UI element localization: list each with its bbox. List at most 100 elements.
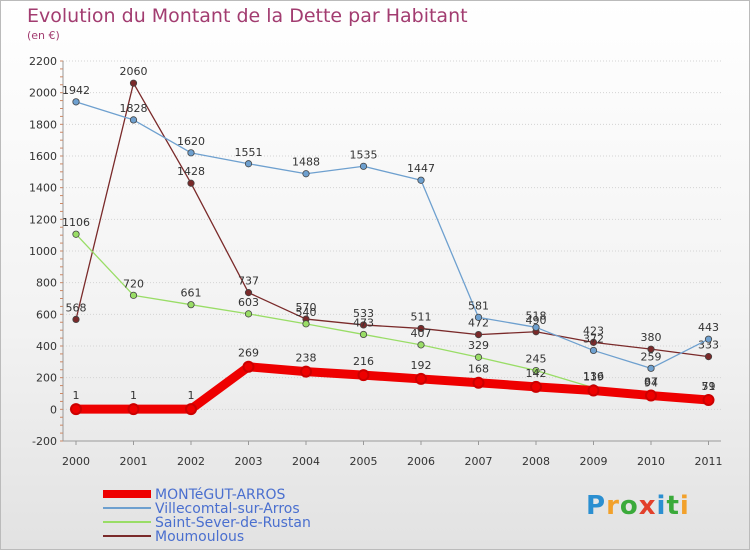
data-point	[647, 364, 655, 372]
data-label: 737	[238, 275, 259, 288]
data-label: 1	[130, 389, 137, 402]
y-tick-label: 1000	[29, 245, 57, 258]
logo-letter: P	[586, 491, 607, 521]
x-tick-label: 2005	[350, 455, 378, 468]
data-label: 94	[644, 376, 658, 389]
legend-label: Saint-Sever-de-Rustan	[155, 515, 311, 531]
x-tick-label: 2004	[292, 455, 320, 468]
data-label: 603	[238, 296, 259, 309]
data-label: 1	[73, 389, 80, 402]
chart-subtitle: (en €)	[27, 29, 60, 42]
data-point	[589, 338, 598, 346]
data-point	[300, 365, 312, 378]
logo-letter: o	[619, 491, 639, 521]
y-tick-label: 600	[36, 308, 57, 321]
data-label: 423	[583, 324, 604, 337]
data-label: 259	[641, 350, 662, 363]
data-point	[417, 176, 425, 184]
data-label: 443	[698, 321, 719, 334]
data-label: 329	[468, 339, 489, 352]
x-tick-label: 2009	[580, 455, 608, 468]
data-point	[417, 324, 425, 333]
data-label: 1551	[235, 146, 263, 159]
data-point	[474, 353, 483, 361]
data-label: 136	[583, 370, 604, 383]
data-label: 570	[296, 301, 317, 314]
data-point	[530, 380, 542, 393]
data-point	[302, 320, 310, 328]
data-point	[417, 341, 425, 349]
data-label: 1106	[62, 216, 90, 229]
data-label: 372	[583, 332, 604, 345]
data-label: 269	[238, 347, 259, 360]
y-tick-label: -200	[32, 435, 57, 448]
data-point	[472, 376, 485, 389]
x-tick-label: 2007	[465, 455, 493, 468]
y-tick-label: 800	[36, 277, 57, 290]
data-point	[302, 170, 310, 178]
data-label: 1828	[120, 102, 148, 115]
y-tick-label: 2000	[29, 87, 57, 100]
data-point	[704, 335, 713, 343]
data-point	[187, 179, 195, 187]
proxiti-logo: Proxiti	[586, 491, 690, 521]
data-label: 533	[353, 307, 374, 320]
y-tick-label: 2200	[29, 55, 57, 68]
x-tick-label: 2000	[62, 455, 90, 468]
data-label: 168	[468, 363, 489, 376]
data-point	[72, 98, 80, 106]
data-label: 720	[123, 277, 144, 290]
data-label: 1428	[177, 165, 205, 178]
data-point	[129, 79, 138, 87]
legend-label: MONTéGUT-ARROS	[155, 487, 286, 503]
data-label: 472	[468, 317, 489, 330]
x-tick-label: 2002	[177, 455, 205, 468]
data-label: 540	[296, 306, 317, 319]
data-label: 1488	[292, 156, 320, 169]
data-point	[185, 403, 197, 416]
y-tick-label: 0	[50, 403, 57, 416]
data-point	[532, 366, 540, 375]
y-tick-label: 400	[36, 340, 57, 353]
data-point	[359, 321, 368, 329]
logo-letter: r	[606, 491, 620, 521]
data-point	[72, 230, 80, 238]
logo-letter: t	[666, 491, 680, 521]
data-label: 1535	[350, 148, 378, 161]
data-label: 490	[526, 314, 547, 327]
data-point	[359, 330, 368, 339]
data-label: 511	[411, 310, 432, 323]
data-point	[244, 310, 253, 318]
data-point	[359, 162, 368, 170]
logo-letter: i	[679, 491, 690, 521]
y-tick-label: 1400	[29, 182, 57, 195]
x-tick-label: 2008	[522, 455, 550, 468]
y-tick-label: 1800	[29, 118, 57, 131]
data-label: 473	[353, 316, 374, 329]
data-label: 581	[468, 299, 489, 312]
data-point	[129, 291, 138, 299]
data-point	[242, 360, 255, 373]
x-tick-label: 2006	[407, 455, 435, 468]
x-tick-label: 2011	[695, 455, 723, 468]
data-point	[702, 393, 715, 406]
data-point	[129, 116, 138, 124]
data-label: 1620	[177, 135, 205, 148]
y-tick-label: 200	[36, 372, 57, 385]
data-label: 661	[181, 287, 202, 300]
y-tick-label: 1600	[29, 150, 57, 163]
data-label: 192	[411, 359, 432, 372]
data-point	[187, 301, 195, 309]
data-point	[127, 403, 140, 416]
data-point	[187, 149, 195, 157]
series-line	[75, 82, 710, 358]
data-label: 119	[583, 370, 604, 383]
logo-letter: x	[638, 491, 657, 521]
x-tick-label: 2001	[120, 455, 148, 468]
data-point	[357, 369, 370, 382]
data-label: 216	[353, 355, 374, 368]
x-tick-label: 2010	[637, 455, 665, 468]
data-point	[244, 289, 253, 297]
